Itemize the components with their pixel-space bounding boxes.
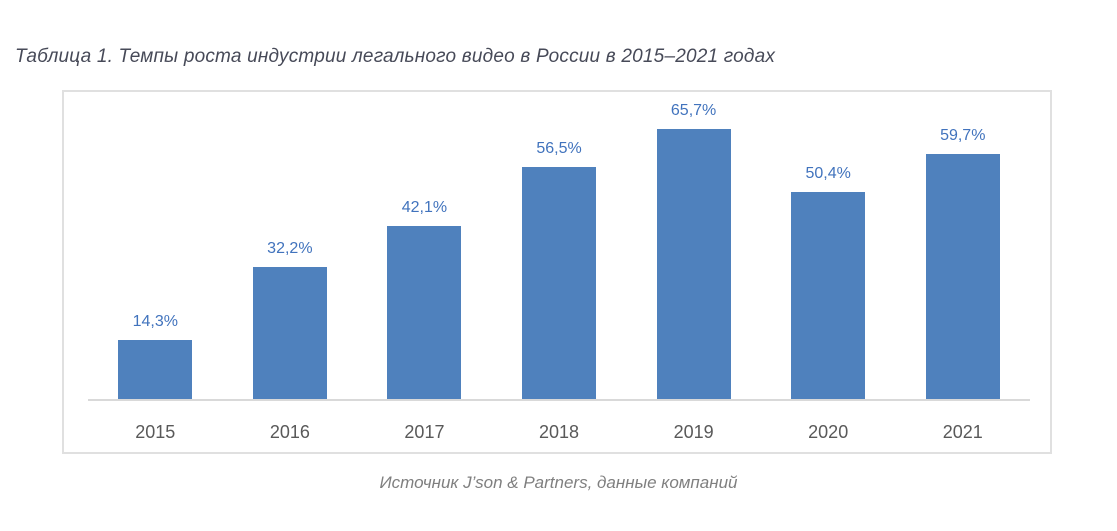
- bar-2019: [656, 129, 731, 399]
- bar-column: 65,7%: [626, 102, 761, 399]
- bar-2018: [522, 166, 597, 399]
- chart-frame: 14,3% 32,2% 42,1% 56,5% 65,7% 50,4% 59,7% 2015…: [62, 90, 1052, 454]
- x-axis-label: 2020: [808, 422, 849, 442]
- bar-column: 50,4%: [761, 165, 896, 399]
- bar-value-label: 65,7%: [670, 102, 717, 119]
- bar-value-label: 50,4%: [805, 164, 851, 182]
- bar-value-label: 56,5%: [536, 139, 582, 157]
- bar-value-label: 32,2%: [267, 239, 313, 257]
- x-axis-label: 2019: [673, 422, 714, 442]
- bar-column: 42,1%: [357, 199, 492, 399]
- bar-column: 14,3%: [88, 313, 223, 399]
- bar-2017: [387, 226, 462, 399]
- x-axis-label: 2016: [269, 422, 310, 442]
- bar-column: 56,5%: [492, 140, 627, 399]
- source-caption: Источник J’son & Partners, данные компан…: [379, 473, 738, 492]
- bar-value-label: 14,3%: [132, 313, 178, 331]
- chart-title: Таблица 1. Темпы роста индустрии легальн…: [15, 46, 776, 67]
- bar-value-label: 42,1%: [401, 199, 448, 216]
- bar-2016: [252, 266, 327, 399]
- x-axis-label: 2017: [404, 422, 445, 442]
- bar-value-label: 59,7%: [940, 126, 986, 144]
- x-axis-label: 2018: [539, 422, 580, 442]
- x-axis: 2015 2016 2017 2018 2019 2020 2021: [88, 422, 1030, 443]
- bar-column: 59,7%: [895, 127, 1030, 399]
- bar-2015: [118, 340, 193, 399]
- x-axis-label: 2015: [135, 422, 176, 442]
- bar-2021: [925, 153, 1000, 399]
- bar-column: 32,2%: [223, 240, 358, 399]
- plot-area: 14,3% 32,2% 42,1% 56,5% 65,7% 50,4% 59,7%: [88, 92, 1030, 401]
- x-axis-label: 2021: [942, 422, 983, 442]
- bar-2020: [791, 191, 866, 399]
